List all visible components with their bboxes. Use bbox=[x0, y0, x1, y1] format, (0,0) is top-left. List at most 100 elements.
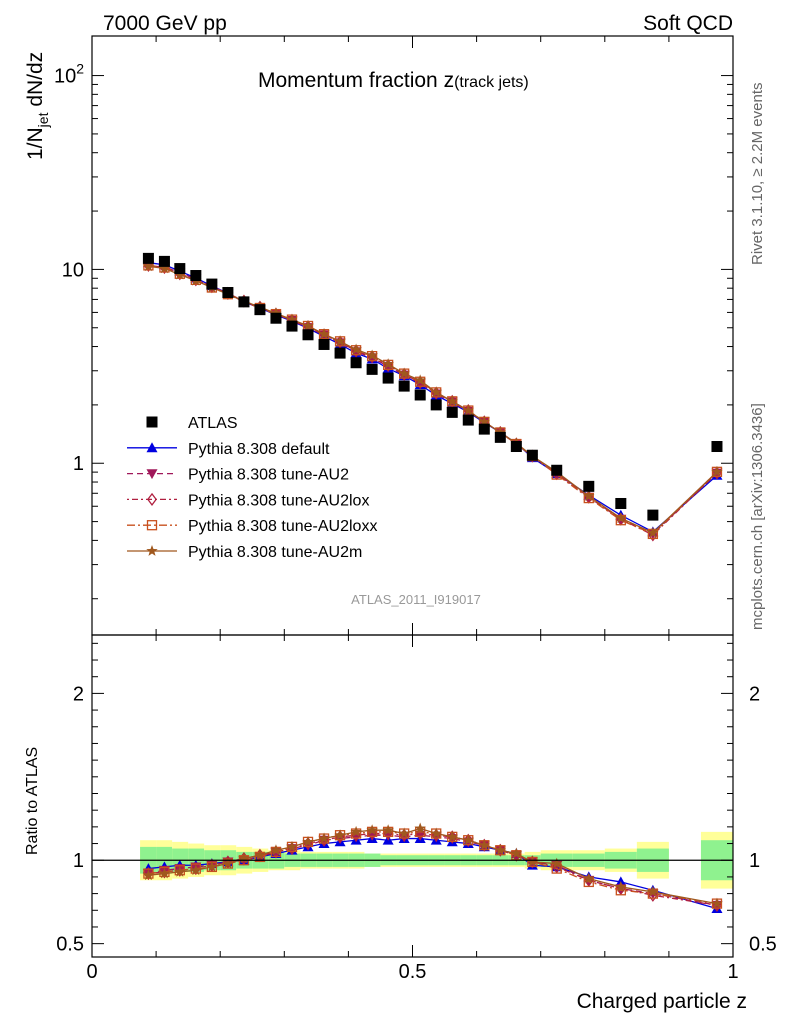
atlas-data-point bbox=[206, 278, 218, 290]
point-au2m bbox=[350, 343, 362, 355]
ratio-y-tick-label: 0.5 bbox=[56, 934, 84, 956]
ratio-point-au2m bbox=[302, 835, 314, 847]
point-au2m bbox=[711, 465, 723, 477]
ratio-point-au2m bbox=[254, 849, 266, 861]
atlas-data-point bbox=[238, 296, 250, 308]
legend-label-au2lox: Pythia 8.308 tune-AU2lox bbox=[188, 492, 369, 509]
ratio-point-au2m bbox=[615, 880, 627, 892]
ratio-axis-label: Ratio to ATLAS bbox=[24, 747, 41, 855]
ratio-point-au2m bbox=[174, 865, 186, 877]
x-axis-label: Charged particle z bbox=[577, 990, 747, 1013]
legend-marker-au2m bbox=[146, 545, 158, 556]
point-au2m bbox=[158, 262, 171, 274]
y-tick-label: 1 bbox=[73, 453, 84, 475]
ratio-point-au2m bbox=[158, 867, 171, 879]
ratio-point-au2m bbox=[711, 897, 723, 909]
legend-label-au2: Pythia 8.308 tune-AU2 bbox=[188, 467, 349, 484]
rivet-info-label: Rivet 3.1.10, ≥ 2.2M events bbox=[749, 83, 766, 266]
header-category: Soft QCD bbox=[643, 12, 733, 35]
atlas-data-layer bbox=[142, 252, 723, 521]
ratio-point-au2m bbox=[238, 852, 250, 864]
point-au2m bbox=[462, 404, 474, 416]
atlas-data-point bbox=[174, 263, 186, 275]
y-axis-label-rest: dN/dz bbox=[24, 52, 47, 113]
ratio-point-au2m bbox=[270, 844, 282, 856]
point-au2m bbox=[647, 526, 659, 538]
ratio-point-au2m bbox=[551, 857, 563, 869]
ratio-point-au2m bbox=[366, 824, 378, 836]
atlas-data-point bbox=[478, 423, 490, 435]
ratio-point-au2m bbox=[398, 827, 410, 839]
atlas-data-point bbox=[510, 441, 522, 453]
ratio-point-au2m bbox=[334, 829, 346, 841]
atlas-data-point bbox=[526, 449, 538, 461]
y-axis-label-sub: jet bbox=[35, 112, 51, 128]
ratio-point-au2m bbox=[510, 847, 523, 859]
x-tick-label: 0 bbox=[86, 961, 97, 983]
atlas-data-point bbox=[350, 357, 362, 369]
mcplots-label: mcplots.cern.ch [arXiv:1306.3436] bbox=[749, 403, 766, 630]
ratio-y-tick-label-right: 2 bbox=[749, 683, 760, 705]
ratio-series-layer bbox=[142, 822, 723, 914]
plot-title-sub: (track jets) bbox=[454, 74, 529, 91]
ratio-line-au2loxx bbox=[148, 831, 718, 905]
atlas-data-point bbox=[647, 509, 659, 521]
legend-marker-au2lox bbox=[147, 492, 157, 506]
ratio-y-tick-label-right: 1 bbox=[749, 850, 760, 872]
legend-label-au2m: Pythia 8.308 tune-AU2m bbox=[188, 544, 362, 561]
point-au2m bbox=[583, 490, 595, 502]
x-tick-label: 1 bbox=[727, 961, 738, 983]
ratio-point-au2m bbox=[462, 834, 474, 846]
legend-label-default: Pythia 8.308 default bbox=[188, 441, 330, 458]
analysis-label: ATLAS_2011_I919017 bbox=[351, 592, 481, 607]
ratio-point-au2m bbox=[142, 869, 155, 881]
atlas-data-point bbox=[711, 441, 723, 453]
ratio-point-au2m bbox=[446, 830, 458, 842]
ratio-point-au2m bbox=[382, 824, 394, 836]
atlas-data-point bbox=[583, 480, 595, 492]
ratio-y-tick-label: 2 bbox=[73, 683, 84, 705]
atlas-data-point bbox=[222, 287, 234, 299]
atlas-data-point bbox=[414, 389, 426, 401]
point-au2m bbox=[615, 512, 627, 524]
ratio-frame bbox=[91, 634, 734, 958]
plot-title: Momentum fraction z(track jets) bbox=[258, 69, 529, 92]
atlas-data-point bbox=[382, 372, 394, 384]
point-au2m bbox=[334, 335, 346, 347]
ratio-point-au2lox bbox=[159, 865, 170, 879]
atlas-data-point bbox=[551, 464, 563, 476]
atlas-data-point bbox=[398, 380, 410, 392]
y-axis-label: 1/Njet dN/dz bbox=[24, 52, 51, 160]
atlas-data-point bbox=[254, 304, 266, 316]
legend-marker-au2 bbox=[146, 469, 158, 480]
ratio-point-au2m bbox=[494, 844, 507, 856]
ratio-point-au2m bbox=[647, 885, 659, 897]
legend-label-au2loxx: Pythia 8.308 tune-AU2loxx bbox=[188, 518, 377, 535]
atlas-data-point bbox=[318, 338, 330, 350]
point-au2m bbox=[174, 268, 186, 280]
legend: ATLAS Pythia 8.308 default Pythia 8.308 tu… bbox=[127, 415, 377, 561]
atlas-data-point bbox=[615, 497, 627, 509]
ratio-point-au2m bbox=[526, 855, 539, 867]
ratio-point-au2lox bbox=[190, 861, 201, 876]
plot-title-main: Momentum fraction z bbox=[258, 69, 454, 92]
point-au2m bbox=[366, 349, 378, 361]
y-tick-label: 10 bbox=[62, 259, 84, 281]
legend-marker-atlas bbox=[146, 416, 158, 428]
ratio-point-au2m bbox=[583, 872, 595, 884]
y-tick-label: 102 bbox=[54, 61, 84, 88]
ratio-y-tick-label-right: 0.5 bbox=[749, 934, 777, 956]
ratio-point-au2m bbox=[286, 840, 298, 852]
ratio-point-au2lox bbox=[174, 863, 185, 877]
ratio-point-au2m bbox=[350, 825, 362, 837]
point-au2m bbox=[446, 395, 458, 407]
legend-marker-au2loxx bbox=[146, 520, 158, 531]
ratio-point-au2m bbox=[222, 857, 234, 869]
point-au2m bbox=[302, 319, 314, 331]
legend-marker-default bbox=[146, 442, 158, 453]
ratio-point-au2lox bbox=[143, 866, 154, 881]
atlas-data-point bbox=[286, 320, 298, 332]
atlas-data-point bbox=[366, 363, 378, 375]
atlas-data-point bbox=[446, 406, 458, 418]
